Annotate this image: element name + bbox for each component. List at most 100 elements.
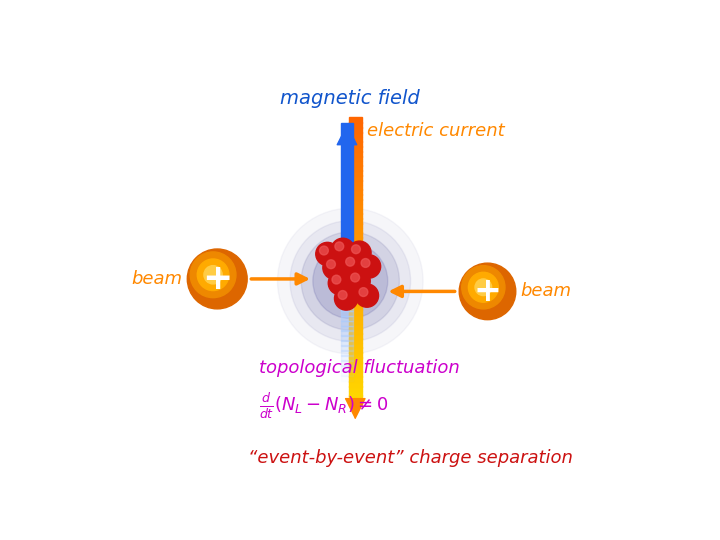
Bar — [348, 137, 362, 142]
Bar — [348, 381, 362, 387]
Circle shape — [459, 263, 516, 320]
Bar — [348, 180, 362, 185]
Circle shape — [301, 232, 400, 330]
Circle shape — [320, 246, 328, 255]
Bar — [348, 266, 362, 272]
Circle shape — [351, 245, 361, 254]
Circle shape — [357, 255, 381, 278]
Bar — [348, 175, 362, 180]
Circle shape — [462, 266, 505, 309]
Bar — [348, 242, 362, 248]
Bar — [348, 256, 362, 262]
Circle shape — [313, 244, 387, 319]
Bar — [341, 335, 354, 341]
Bar — [341, 366, 354, 371]
Bar — [341, 123, 354, 306]
Bar — [348, 213, 362, 219]
Text: beam: beam — [131, 270, 182, 288]
Circle shape — [323, 256, 346, 279]
Bar — [348, 247, 362, 252]
Bar — [348, 204, 362, 210]
Bar — [348, 376, 362, 382]
Circle shape — [290, 221, 410, 341]
Bar — [348, 127, 362, 133]
Bar — [348, 156, 362, 161]
Bar — [348, 218, 362, 224]
Bar — [348, 141, 362, 147]
Text: +: + — [202, 262, 233, 296]
Bar — [348, 362, 362, 367]
Bar — [348, 295, 362, 300]
Bar — [348, 357, 362, 363]
Bar — [348, 285, 362, 291]
Circle shape — [347, 269, 370, 293]
Bar — [348, 199, 362, 205]
Bar — [341, 326, 354, 331]
Text: topological fluctuation: topological fluctuation — [258, 359, 459, 377]
Bar — [348, 233, 362, 238]
Circle shape — [469, 272, 498, 302]
Bar — [348, 309, 362, 315]
Circle shape — [332, 275, 341, 284]
Bar — [341, 370, 354, 376]
Bar — [348, 319, 362, 325]
Text: electric current: electric current — [367, 123, 505, 140]
Bar — [348, 300, 362, 305]
Bar — [348, 146, 362, 152]
Circle shape — [331, 238, 354, 261]
Bar — [348, 314, 362, 320]
Circle shape — [348, 241, 371, 265]
Bar — [348, 395, 362, 401]
Bar — [348, 194, 362, 200]
Bar — [348, 390, 362, 396]
Bar — [341, 341, 354, 346]
Bar — [348, 367, 362, 372]
Bar — [341, 355, 354, 361]
Circle shape — [190, 252, 236, 298]
Circle shape — [316, 242, 339, 266]
Circle shape — [342, 254, 365, 277]
Bar — [348, 305, 362, 310]
Bar — [348, 160, 362, 166]
Circle shape — [328, 272, 351, 295]
Bar — [348, 400, 362, 406]
Bar — [341, 360, 354, 366]
Circle shape — [187, 249, 247, 309]
Bar — [348, 352, 362, 358]
Bar — [341, 330, 354, 336]
Bar — [348, 223, 362, 228]
Bar — [348, 170, 362, 176]
Bar — [348, 280, 362, 286]
Circle shape — [346, 257, 354, 266]
Bar — [348, 343, 362, 348]
Circle shape — [359, 288, 368, 296]
Bar — [348, 252, 362, 257]
Circle shape — [327, 260, 336, 268]
Text: +: + — [474, 275, 501, 308]
Bar — [348, 338, 362, 343]
Text: “event-by-event” charge separation: “event-by-event” charge separation — [248, 449, 573, 467]
Bar — [348, 271, 362, 276]
Bar — [348, 348, 362, 353]
Bar — [348, 290, 362, 295]
Text: $\frac{d}{dt}(N_L - N_R) \neq 0$: $\frac{d}{dt}(N_L - N_R) \neq 0$ — [258, 391, 388, 421]
Circle shape — [277, 208, 423, 354]
Bar — [348, 328, 362, 334]
Bar — [341, 310, 354, 316]
Text: magnetic field: magnetic field — [279, 89, 419, 107]
Bar — [341, 321, 354, 326]
Circle shape — [361, 259, 370, 267]
Bar — [348, 151, 362, 157]
Circle shape — [351, 273, 359, 282]
Bar — [348, 185, 362, 190]
Bar — [348, 323, 362, 329]
Bar — [348, 333, 362, 339]
Bar — [348, 190, 362, 195]
Bar — [348, 118, 362, 123]
Bar — [348, 372, 362, 377]
Circle shape — [355, 284, 379, 307]
Bar — [348, 386, 362, 391]
Text: beam: beam — [521, 282, 572, 300]
Bar — [348, 228, 362, 233]
Bar — [341, 346, 354, 351]
